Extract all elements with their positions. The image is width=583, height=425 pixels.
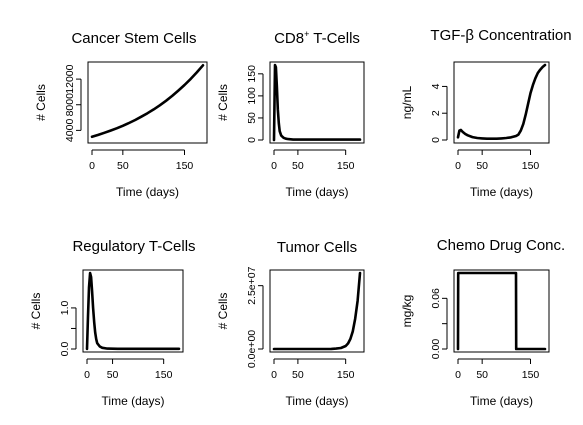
panel-3: TGF-β Concentration 0 50 150 Time (days) 0 2 4 n… [400,27,572,199]
x-tick-label: 150 [337,369,355,381]
x-tick-label: 0 [455,160,461,172]
y-tick-label: 4 [430,83,442,89]
series-line [85,271,181,351]
x-axis-label: Time (days) [116,185,179,199]
x-tick-label: 150 [522,369,540,381]
x-tick-label: 0 [84,369,90,381]
x-tick-label: 150 [522,160,540,172]
series-line [272,271,362,351]
x-tick-label: 50 [117,160,129,172]
plot-frame [269,61,365,144]
x-tick-label: 150 [176,160,194,172]
chart-title-superscript: + [304,29,309,39]
series-line [456,63,547,140]
x-tick-label: 0 [89,160,95,172]
x-tick-label: 50 [107,369,119,381]
y-tick-label: 1.0 [59,300,71,315]
x-axis-label: Time (days) [102,394,165,408]
chart-title: Chemo Drug Conc. [437,237,565,254]
panel-2: CD8+ T-Cells 0 50 150 Time (days) 0 50 100 150 # … [216,29,365,199]
panel-6: Chemo Drug Conc. 0 50 150 Time (days) 0.00 0.0… [400,237,565,408]
y-tick-label: 150 [246,65,258,83]
y-tick-label: 8000 [64,93,76,117]
x-axis-label: Time (days) [470,394,533,408]
x-tick-label: 50 [292,160,304,172]
panel-4: Regulatory T-Cells 0 50 150 Time (days) 0.0 1.… [29,238,196,408]
y-tick-label: 0.0e+00 [246,330,258,368]
plot-frame [453,61,550,144]
panel-1: Cancer Stem Cells 0 50 150 Time (days) 4000 80… [34,30,208,199]
chart-title: CD8+ T-Cells [274,29,360,47]
y-tick-label: 0.00 [430,339,442,360]
series-line [456,271,547,351]
y-axis-label: # Cells [216,293,230,330]
y-axis-label: ng/mL [400,86,414,120]
x-tick-label: 50 [292,369,304,381]
y-tick-label: 0 [430,137,442,143]
plot-frame [87,61,208,144]
y-tick-label: 12000 [64,64,76,93]
x-axis-label: Time (days) [286,185,349,199]
chart-title-suffix: T-Cells [309,30,360,47]
panel-5: Tumor Cells 0 50 150 Time (days) 0.0e+00 2.5e+… [216,239,365,408]
x-tick-label: 50 [476,160,488,172]
x-tick-label: 0 [271,160,277,172]
y-tick-label: 100 [246,87,258,105]
y-tick-label: 4000 [64,119,76,143]
chart-title: Regulatory T-Cells [72,238,195,255]
y-tick-label: 0.06 [430,288,442,309]
y-tick-label: 0.0 [59,342,71,357]
x-tick-label: 150 [155,369,173,381]
y-tick-label: 0 [246,137,258,143]
y-axis-label: # Cells [29,293,43,330]
plot-frame [269,269,365,353]
x-tick-label: 0 [271,369,277,381]
x-tick-label: 0 [455,369,461,381]
plot-frame [82,269,184,353]
x-axis-label: Time (days) [286,394,349,408]
chart-title: Tumor Cells [277,239,357,256]
y-tick-label: 2.5e+07 [246,266,258,304]
chart-title-main: CD8 [274,30,304,47]
chart-title: Cancer Stem Cells [71,30,196,47]
series-line [272,63,362,142]
plot-frame [453,269,550,353]
x-axis-label: Time (days) [470,185,533,199]
y-axis-label: # Cells [216,84,230,121]
series-line [90,64,205,139]
x-tick-label: 50 [476,369,488,381]
y-axis-label: mg/kg [400,295,414,328]
chart-title: TGF-β Concentration [430,27,571,44]
y-tick-label: 50 [246,112,258,124]
y-axis-label: # Cells [34,84,48,121]
x-tick-label: 150 [337,160,355,172]
y-tick-label: 2 [430,110,442,116]
